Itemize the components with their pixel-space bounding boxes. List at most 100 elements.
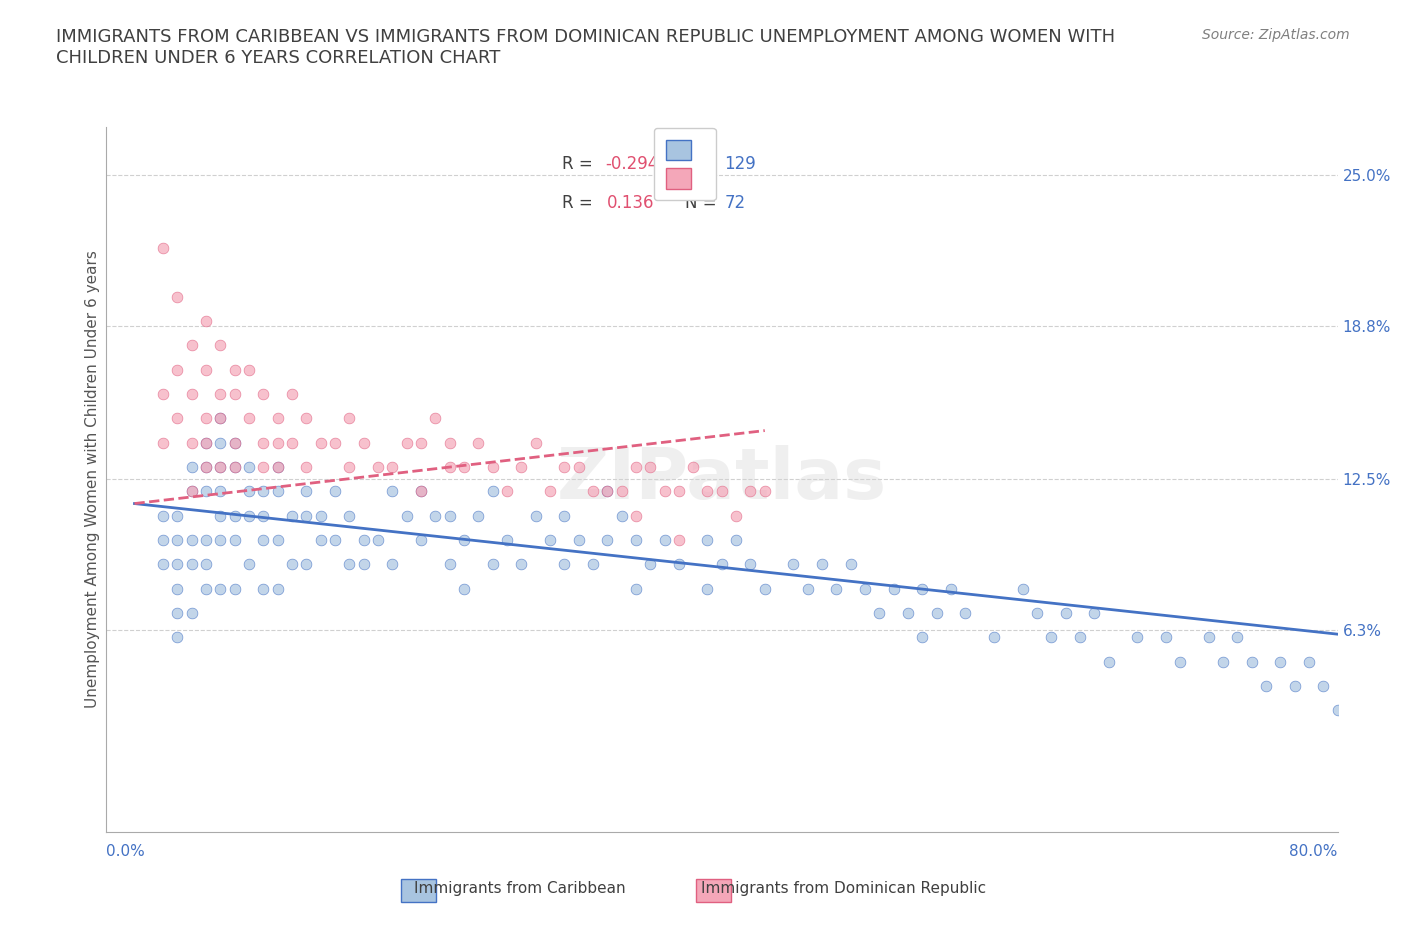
Point	[439, 459, 461, 474]
Point	[195, 459, 218, 474]
Point	[195, 411, 218, 426]
Point	[1284, 679, 1306, 694]
Point	[224, 363, 246, 378]
Point	[224, 509, 246, 524]
Point	[224, 459, 246, 474]
Point	[839, 557, 862, 572]
Point	[439, 435, 461, 450]
Point	[180, 605, 202, 620]
Point	[180, 533, 202, 548]
Point	[224, 435, 246, 450]
Point	[281, 509, 304, 524]
Point	[295, 484, 318, 498]
Point	[696, 533, 718, 548]
Point	[983, 630, 1005, 644]
Point	[797, 581, 820, 596]
Point	[209, 411, 232, 426]
Point	[1341, 679, 1364, 694]
Point	[395, 435, 418, 450]
Point	[624, 459, 647, 474]
Point	[1011, 581, 1033, 596]
Point	[740, 484, 762, 498]
Point	[1226, 630, 1249, 644]
Point	[224, 533, 246, 548]
Point	[524, 435, 547, 450]
Point	[381, 484, 404, 498]
Point	[654, 484, 676, 498]
Point	[381, 459, 404, 474]
Point	[180, 557, 202, 572]
Point	[409, 484, 432, 498]
Point	[180, 435, 202, 450]
Point	[353, 533, 375, 548]
Point	[195, 363, 218, 378]
Point	[267, 533, 290, 548]
Point	[425, 411, 447, 426]
Point	[152, 509, 174, 524]
Point	[1298, 654, 1320, 669]
Point	[309, 533, 332, 548]
Point	[238, 509, 260, 524]
Point	[538, 533, 561, 548]
Point	[1026, 605, 1049, 620]
Point	[252, 459, 274, 474]
Point	[654, 533, 676, 548]
Point	[425, 509, 447, 524]
Point	[538, 484, 561, 498]
Point	[180, 459, 202, 474]
Point	[811, 557, 834, 572]
Point	[553, 459, 575, 474]
Point	[238, 363, 260, 378]
Point	[510, 557, 533, 572]
Point	[224, 435, 246, 450]
Point	[582, 557, 605, 572]
Point	[1270, 654, 1292, 669]
Text: R =: R =	[561, 155, 598, 173]
Point	[1240, 654, 1263, 669]
Point	[166, 363, 188, 378]
Point	[209, 533, 232, 548]
Point	[853, 581, 876, 596]
Point	[524, 509, 547, 524]
Point	[152, 435, 174, 450]
Point	[1083, 605, 1105, 620]
Text: R =: R =	[561, 193, 598, 212]
Point	[510, 459, 533, 474]
Point	[596, 533, 619, 548]
Point	[481, 557, 503, 572]
Point	[1326, 703, 1348, 718]
Point	[195, 435, 218, 450]
Text: N =: N =	[685, 155, 721, 173]
Point	[281, 435, 304, 450]
Point	[481, 484, 503, 498]
Point	[610, 484, 633, 498]
Point	[624, 509, 647, 524]
Point	[238, 459, 260, 474]
Point	[252, 533, 274, 548]
Point	[166, 533, 188, 548]
Point	[252, 484, 274, 498]
Point	[152, 557, 174, 572]
Point	[596, 484, 619, 498]
Point	[195, 484, 218, 498]
Text: -0.294: -0.294	[605, 155, 658, 173]
Point	[481, 459, 503, 474]
Point	[195, 533, 218, 548]
Point	[453, 581, 475, 596]
Point	[166, 557, 188, 572]
Point	[209, 459, 232, 474]
Point	[337, 411, 360, 426]
Point	[323, 533, 346, 548]
Point	[337, 557, 360, 572]
Point	[295, 411, 318, 426]
Point	[224, 387, 246, 402]
Point	[668, 533, 690, 548]
Point	[309, 435, 332, 450]
Point	[209, 435, 232, 450]
Point	[267, 459, 290, 474]
Point	[467, 435, 489, 450]
Point	[725, 509, 748, 524]
Point	[897, 605, 920, 620]
Point	[224, 581, 246, 596]
Point	[409, 484, 432, 498]
